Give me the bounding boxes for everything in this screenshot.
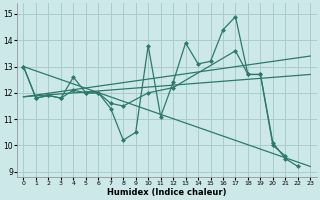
X-axis label: Humidex (Indice chaleur): Humidex (Indice chaleur)	[107, 188, 227, 197]
